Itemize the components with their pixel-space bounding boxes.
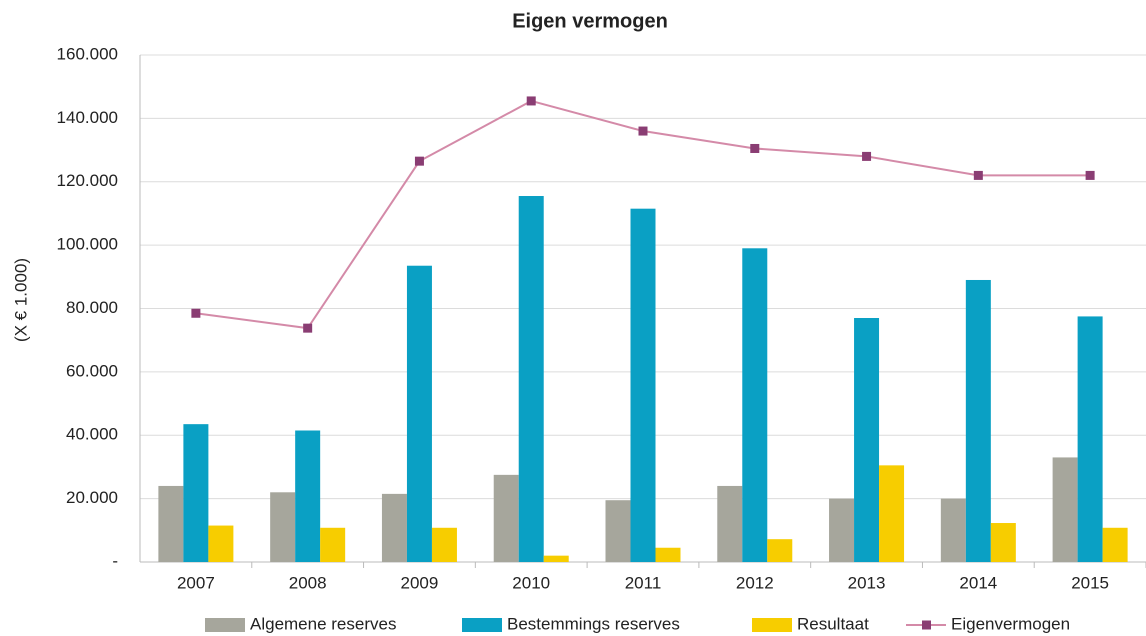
marker — [638, 126, 648, 136]
bar — [990, 523, 1016, 562]
y-tick-label: 120.000 — [57, 171, 118, 190]
bar — [518, 196, 544, 562]
bar — [940, 498, 966, 562]
marker — [191, 308, 201, 318]
bar — [767, 539, 793, 562]
bar — [543, 555, 569, 562]
marker — [1085, 170, 1095, 180]
bar — [208, 525, 234, 562]
x-tick-label: 2011 — [625, 573, 662, 592]
y-tick-label: 60.000 — [66, 361, 118, 380]
bar — [879, 465, 905, 562]
y-tick-label: 160.000 — [57, 44, 118, 63]
marker — [414, 156, 424, 166]
y-tick-label: - — [112, 551, 118, 570]
chart-title: Eigen vermogen — [512, 10, 668, 32]
legend-label: Resultaat — [797, 614, 869, 633]
bar — [183, 424, 209, 562]
legend-label: Algemene reserves — [250, 614, 396, 633]
legend-swatch — [205, 618, 245, 632]
x-tick-label: 2013 — [848, 573, 886, 592]
bar — [742, 248, 768, 562]
bar — [1052, 457, 1078, 562]
marker — [750, 143, 760, 153]
legend-swatch — [462, 618, 502, 632]
y-tick-label: 140.000 — [57, 108, 118, 127]
x-tick-label: 2009 — [401, 573, 439, 592]
marker — [862, 151, 872, 161]
x-tick-label: 2010 — [512, 573, 550, 592]
bar — [829, 498, 855, 562]
bar — [431, 527, 457, 562]
marker — [526, 96, 536, 106]
y-tick-label: 100.000 — [57, 235, 118, 254]
x-tick-label: 2008 — [289, 573, 327, 592]
marker — [303, 323, 313, 333]
bar — [158, 485, 184, 562]
bar — [381, 493, 407, 562]
bar — [295, 430, 321, 562]
bar — [406, 265, 432, 562]
bar — [493, 474, 519, 562]
legend-label: Bestemmings reserves — [507, 614, 680, 633]
y-axis-label: (X € 1.000) — [11, 258, 30, 342]
y-tick-label: 40.000 — [66, 425, 118, 444]
x-tick-label: 2014 — [959, 573, 997, 592]
bar — [655, 547, 681, 562]
bar — [605, 500, 631, 562]
marker — [973, 170, 983, 180]
bar — [854, 318, 880, 562]
y-tick-label: 80.000 — [66, 298, 118, 317]
legend-swatch — [752, 618, 792, 632]
bar — [717, 485, 743, 562]
bar — [270, 492, 296, 562]
legend-label: Eigenvermogen — [951, 614, 1070, 633]
legend-marker — [922, 620, 931, 630]
bar — [1077, 316, 1103, 562]
bar — [965, 279, 991, 562]
bar — [630, 208, 656, 562]
bar — [1102, 527, 1128, 562]
bar — [320, 527, 346, 562]
x-tick-label: 2012 — [736, 573, 774, 592]
x-tick-label: 2015 — [1071, 573, 1109, 592]
y-tick-label: 20.000 — [66, 488, 118, 507]
x-tick-label: 2007 — [177, 573, 215, 592]
